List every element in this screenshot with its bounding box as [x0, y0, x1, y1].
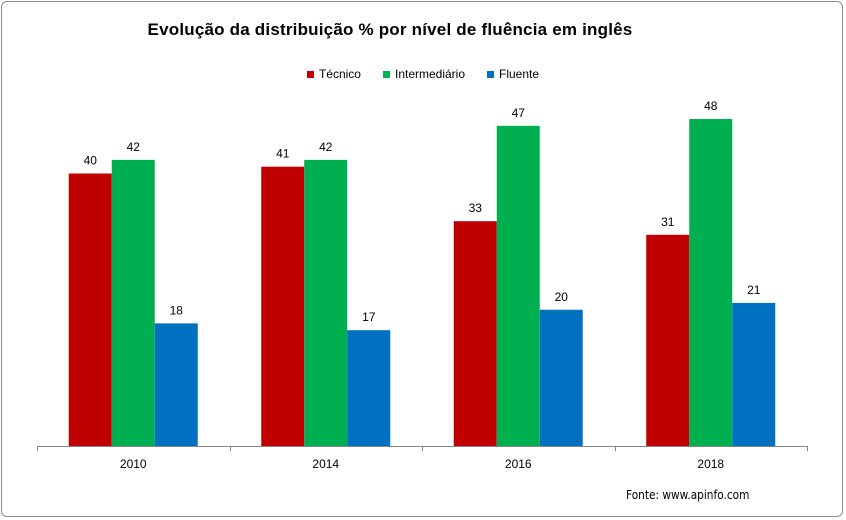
- x-tick-label-2014: 2014: [312, 457, 339, 471]
- data-label-intermediario-2010: 42: [127, 140, 141, 154]
- legend-item-tecnico: Técnico: [306, 67, 361, 81]
- bar-intermediario-2014: [304, 159, 348, 446]
- data-label-fluente-2014: 17: [362, 310, 376, 324]
- data-label-fluente-2016: 20: [555, 290, 569, 304]
- bar-tecnico-2016: [453, 221, 497, 446]
- chart-legend: Técnico Intermediário Fluente: [0, 67, 846, 81]
- x-tick-label-2016: 2016: [505, 457, 532, 471]
- bar-intermediario-2016: [496, 125, 540, 446]
- legend-label-fluente: Fluente: [499, 67, 540, 81]
- data-label-fluente-2010: 18: [170, 303, 184, 317]
- legend-label-intermediario: Intermediário: [394, 67, 466, 81]
- data-label-tecnico-2010: 40: [84, 154, 98, 168]
- x-tick-label-2010: 2010: [120, 457, 147, 471]
- bar-tecnico-2014: [261, 166, 305, 446]
- bar-intermediario-2018: [689, 119, 733, 447]
- bars-group: [68, 119, 776, 447]
- bar-intermediario-2010: [111, 159, 155, 446]
- data-label-intermediario-2016: 47: [512, 106, 526, 120]
- legend-label-tecnico: Técnico: [318, 67, 361, 81]
- x-tick-label-2018: 2018: [697, 457, 724, 471]
- chart-title: Evolução da distribuição % por nível de …: [147, 20, 633, 39]
- bar-tecnico-2010: [68, 173, 112, 447]
- data-label-intermediario-2014: 42: [319, 140, 333, 154]
- data-label-tecnico-2014: 41: [276, 147, 290, 161]
- bar-fluente-2018: [732, 302, 776, 446]
- legend-item-fluente: Fluente: [487, 67, 539, 81]
- legend-swatch-fluente: [487, 70, 495, 78]
- data-label-intermediario-2018: 48: [704, 99, 718, 113]
- x-axis: 2010 2014 2016 2018: [37, 446, 808, 471]
- data-label-fluente-2018: 21: [747, 283, 761, 297]
- data-label-tecnico-2016: 33: [469, 201, 483, 215]
- source-note: Fonte: www.apinfo.com: [626, 488, 750, 502]
- bar-fluente-2010: [154, 323, 198, 446]
- bar-fluente-2016: [539, 309, 583, 446]
- legend-swatch-tecnico: [306, 70, 314, 78]
- data-label-tecnico-2018: 31: [661, 215, 675, 229]
- legend-item-intermediario: Intermediário: [382, 67, 466, 81]
- bar-fluente-2014: [347, 330, 391, 446]
- data-labels-group: 40 42 18 41 42 17 33 47 20 31 48 21: [84, 99, 761, 324]
- bar-tecnico-2018: [646, 234, 690, 446]
- legend-swatch-intermediario: [382, 70, 390, 78]
